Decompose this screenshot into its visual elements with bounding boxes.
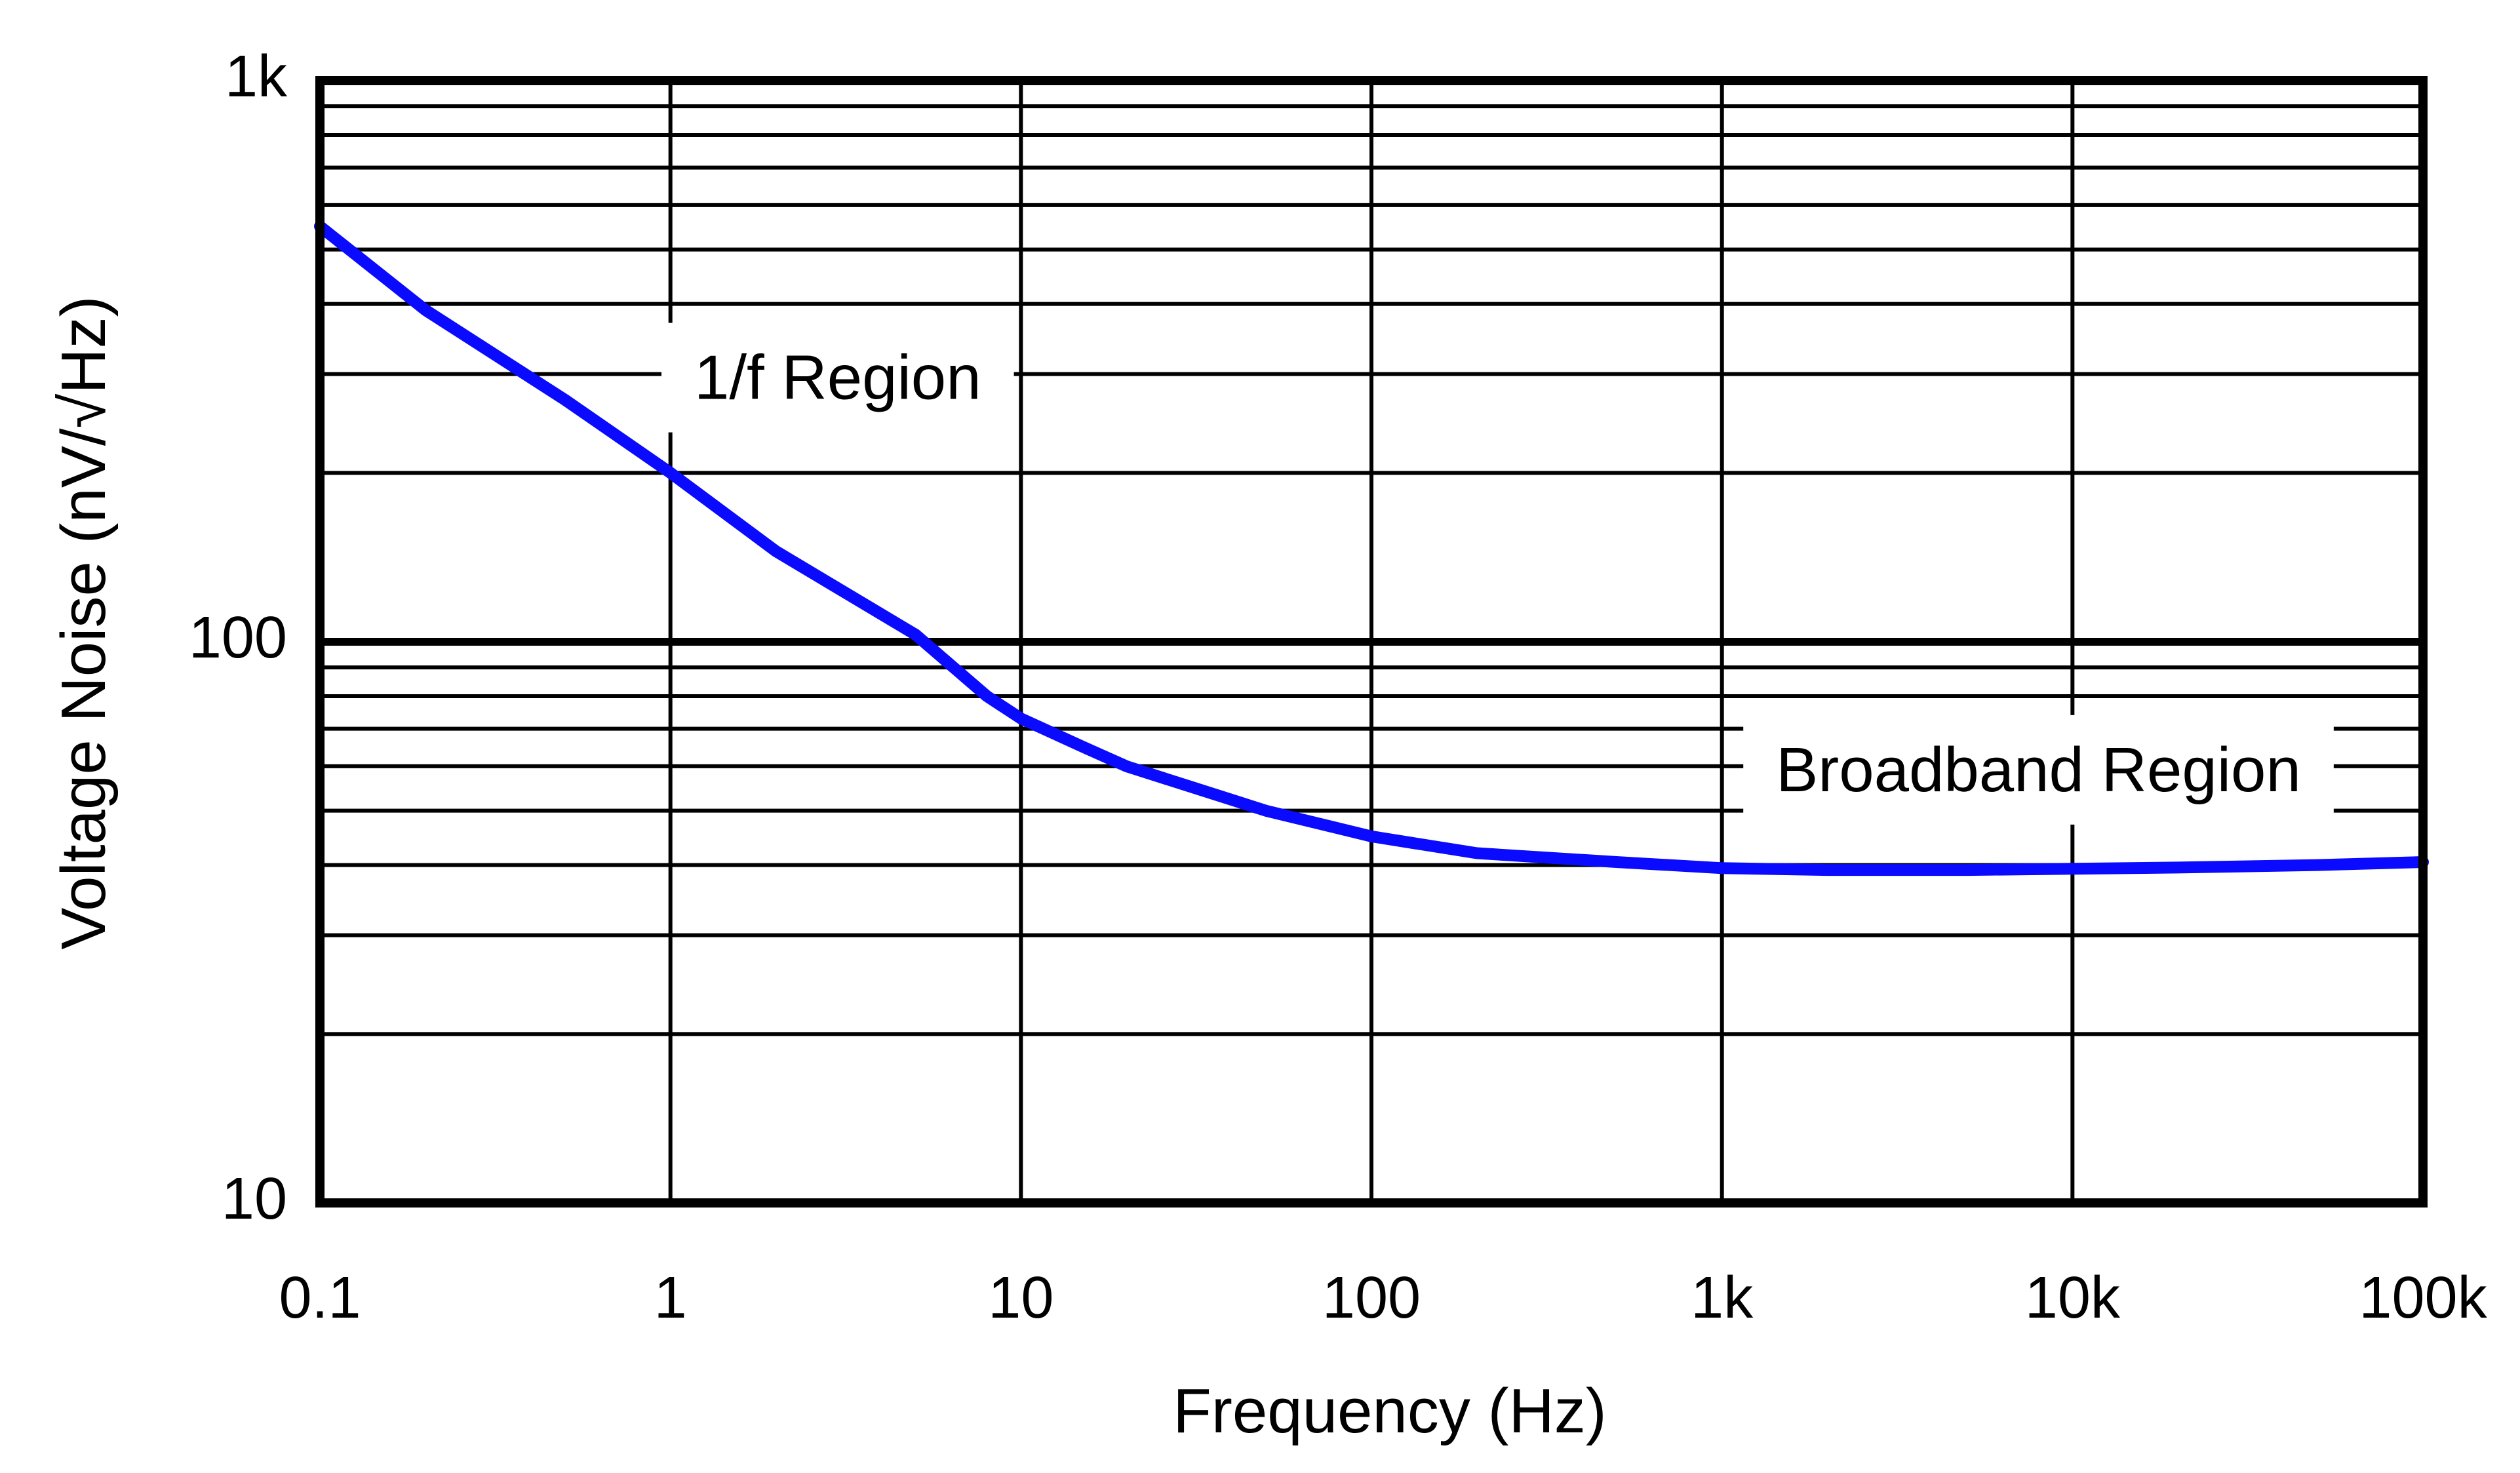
x-tick-label: 100k	[2359, 1265, 2487, 1331]
x-tick-label: 10	[988, 1265, 1053, 1331]
x-tick-label: 100	[1322, 1265, 1421, 1331]
annotations: 1/f Region Broadband Region	[661, 323, 2334, 825]
x-axis-title: Frequency (Hz)	[1173, 1376, 1607, 1446]
annotation-label: Broadband Region	[1776, 735, 2301, 805]
x-tick-label: 1k	[1691, 1265, 1754, 1331]
y-tick-labels: 10 100 1k	[189, 44, 288, 1232]
x-tick-labels: 0.1 1 10 100 1k 10k 100k	[279, 1265, 2487, 1331]
y-axis-title: Voltage Noise (nV/√Hz)	[49, 296, 119, 949]
y-tick-label: 1k	[225, 44, 288, 109]
y-tick-label: 100	[189, 605, 287, 671]
voltage-noise-line	[314, 220, 2429, 876]
y-tick-label: 10	[222, 1166, 287, 1232]
annotation-label: 1/f Region	[694, 343, 981, 413]
annotation-background	[661, 323, 1014, 433]
x-tick-label: 0.1	[279, 1265, 361, 1331]
y-gridlines	[320, 104, 2423, 1036]
x-tick-label: 1	[654, 1265, 687, 1331]
x-tick-label: 10k	[2025, 1265, 2121, 1331]
plot-frame	[315, 76, 2428, 1208]
annotation-background	[1743, 715, 2334, 825]
